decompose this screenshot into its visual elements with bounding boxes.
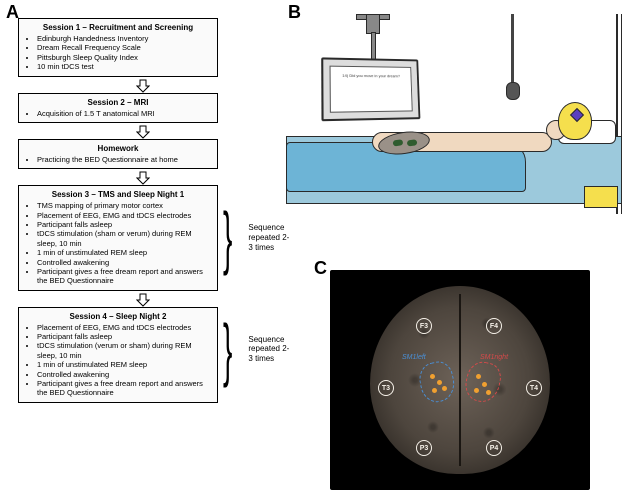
monitor-arm <box>366 14 380 34</box>
eeg-electrode-t3: T3 <box>378 380 394 396</box>
session3-box: Session 3 – TMS and Sleep Night 1 TMS ma… <box>18 185 218 290</box>
session3-list: TMS mapping of primary motor cortex Plac… <box>25 201 211 285</box>
session4-title: Session 4 – Sleep Night 2 <box>25 312 211 321</box>
session2-list: Acquisition of 1.5 T anatomical MRI <box>25 109 211 118</box>
panel-label-c: C <box>314 258 327 279</box>
brace-text: Sequence repeated 2-3 times <box>248 335 293 364</box>
monitor: 14) Did you move in your dream? <box>321 57 420 121</box>
session4-box: Session 4 – Sleep Night 2 Placement of E… <box>18 307 218 403</box>
list-item: Participant falls asleep <box>37 332 211 341</box>
homework-list: Practicing the BED Questionnaire at home <box>25 155 211 164</box>
arrow-icon <box>18 171 268 185</box>
session1-list: Edinburgh Handedness Inventory Dream Rec… <box>25 34 211 72</box>
microphone-icon <box>506 82 520 100</box>
hotspot-icon <box>442 386 447 391</box>
brace-session3: } Sequence repeated 2-3 times <box>223 213 293 262</box>
arrow-icon <box>18 79 268 93</box>
panel-b-illustration: 14) Did you move in your dream? <box>286 14 622 214</box>
arrow-icon <box>18 125 268 139</box>
hotspot-icon <box>437 380 442 385</box>
monitor-pole <box>371 32 376 62</box>
list-item: tDCS stimulation (sham or verum) during … <box>37 229 211 248</box>
list-item: Edinburgh Handedness Inventory <box>37 34 211 43</box>
session1-title: Session 1 – Recruitment and Screening <box>25 23 211 32</box>
brace-session4: } Sequence repeated 2-3 times <box>223 325 293 374</box>
monitor-screen-text: 14) Did you move in your dream? <box>330 66 413 113</box>
list-item: Acquisition of 1.5 T anatomical MRI <box>37 109 211 118</box>
hotspot-icon <box>486 390 491 395</box>
panel-c-brain: SM1left SM1right F3 F4 T3 T4 P3 P4 <box>330 270 590 490</box>
brace-icon: } <box>223 325 232 374</box>
hotspot-icon <box>474 388 479 393</box>
cortex-label-left: SM1left <box>402 354 426 361</box>
hotspot-icon <box>482 382 487 387</box>
list-item: 10 min tDCS test <box>37 62 211 71</box>
hotspot-icon <box>476 374 481 379</box>
eeg-electrode-p3: P3 <box>416 440 432 456</box>
list-item: Dream Recall Frequency Scale <box>37 43 211 52</box>
list-item: 1 min of unstimulated REM sleep <box>37 248 211 257</box>
session2-box: Session 2 – MRI Acquisition of 1.5 T ana… <box>18 93 218 123</box>
list-item: Participant falls asleep <box>37 220 211 229</box>
longitudinal-fissure <box>459 294 461 467</box>
list-item: TMS mapping of primary motor cortex <box>37 201 211 210</box>
flowchart: Session 1 – Recruitment and Screening Ed… <box>18 18 268 405</box>
list-item: Placement of EEG, EMG and tDCS electrode… <box>37 211 211 220</box>
hotspot-icon <box>432 388 437 393</box>
list-item: Placement of EEG, EMG and tDCS electrode… <box>37 323 211 332</box>
list-item: Participant gives a free dream report an… <box>37 379 211 398</box>
session4-wrap: Session 4 – Sleep Night 2 Placement of E… <box>18 307 268 403</box>
session3-title: Session 3 – TMS and Sleep Night 1 <box>25 190 211 199</box>
response-button-icon <box>393 139 404 146</box>
list-item: Controlled awakening <box>37 370 211 379</box>
list-item: Pittsburgh Sleep Quality Index <box>37 53 211 62</box>
eeg-electrode-t4: T4 <box>526 380 542 396</box>
brace-icon: } <box>223 213 232 262</box>
cortex-label-right: SM1right <box>480 354 508 361</box>
mic-boom <box>511 14 514 84</box>
list-item: 1 min of unstimulated REM sleep <box>37 360 211 369</box>
homework-box: Homework Practicing the BED Questionnair… <box>18 139 218 169</box>
list-item: tDCS stimulation (verum or sham) during … <box>37 341 211 360</box>
eeg-electrode-f3: F3 <box>416 318 432 334</box>
hotspot-icon <box>430 374 435 379</box>
brace-text: Sequence repeated 2-3 times <box>248 223 293 252</box>
stimulator-box <box>584 186 618 208</box>
list-item: Practicing the BED Questionnaire at home <box>37 155 211 164</box>
response-button-icon <box>407 139 418 146</box>
session2-title: Session 2 – MRI <box>25 98 211 107</box>
brain-render <box>370 286 550 474</box>
session3-wrap: Session 3 – TMS and Sleep Night 1 TMS ma… <box>18 185 268 290</box>
session1-box: Session 1 – Recruitment and Screening Ed… <box>18 18 218 77</box>
list-item: Controlled awakening <box>37 258 211 267</box>
list-item: Participant gives a free dream report an… <box>37 267 211 286</box>
eeg-electrode-p4: P4 <box>486 440 502 456</box>
arrow-icon <box>18 293 268 307</box>
eeg-electrode-f4: F4 <box>486 318 502 334</box>
session4-list: Placement of EEG, EMG and tDCS electrode… <box>25 323 211 398</box>
homework-title: Homework <box>25 144 211 153</box>
